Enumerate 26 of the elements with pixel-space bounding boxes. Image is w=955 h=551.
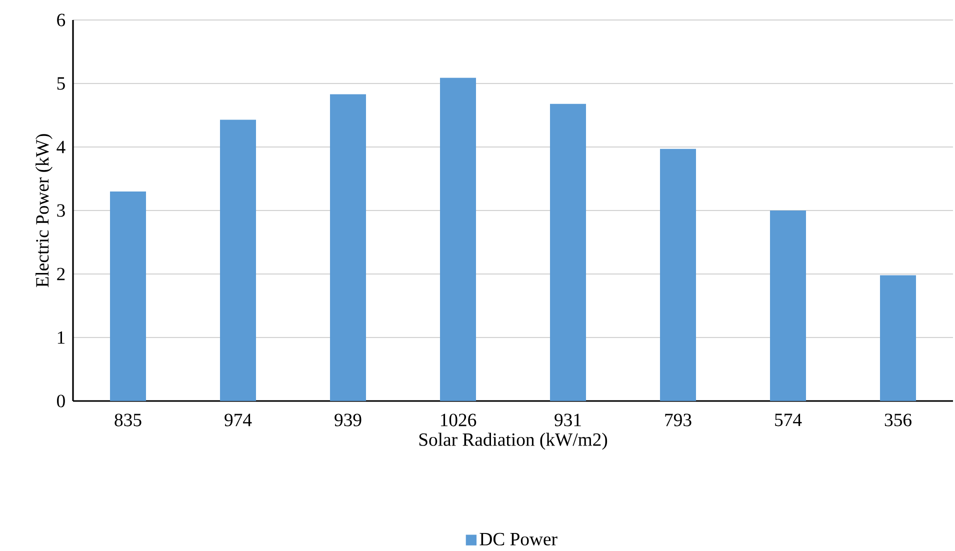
- x-tick-label: 931: [554, 414, 581, 426]
- x-tick-label: 356: [884, 414, 912, 426]
- bar: [880, 275, 916, 402]
- x-tick-label: 974: [224, 414, 252, 426]
- y-axis-title: Electric Power (kW): [36, 134, 52, 288]
- x-tick-label: 835: [114, 414, 142, 426]
- bar: [330, 94, 366, 402]
- y-tick-label: 2: [57, 268, 65, 280]
- y-tick-label: 3: [57, 204, 65, 217]
- bar: [660, 148, 696, 402]
- x-axis-title: Solar Radiation (kW/m2): [419, 432, 608, 450]
- y-tick-label: 0: [57, 394, 65, 408]
- bar: [110, 191, 146, 402]
- y-tick-label: 5: [57, 77, 65, 90]
- legend-label: DC Power: [480, 532, 558, 546]
- x-tick-label: 793: [665, 414, 692, 426]
- y-tick-label: 4: [56, 140, 66, 154]
- bar: [440, 78, 476, 402]
- x-tick-label: 1026: [440, 414, 476, 426]
- y-tick-label: 1: [58, 331, 65, 344]
- x-tick-label: 574: [775, 414, 802, 426]
- bar: [550, 104, 586, 402]
- bar: [220, 120, 256, 402]
- bar: [770, 210, 806, 402]
- x-tick-label: 939: [334, 414, 362, 426]
- y-tick-label: 6: [57, 14, 66, 26]
